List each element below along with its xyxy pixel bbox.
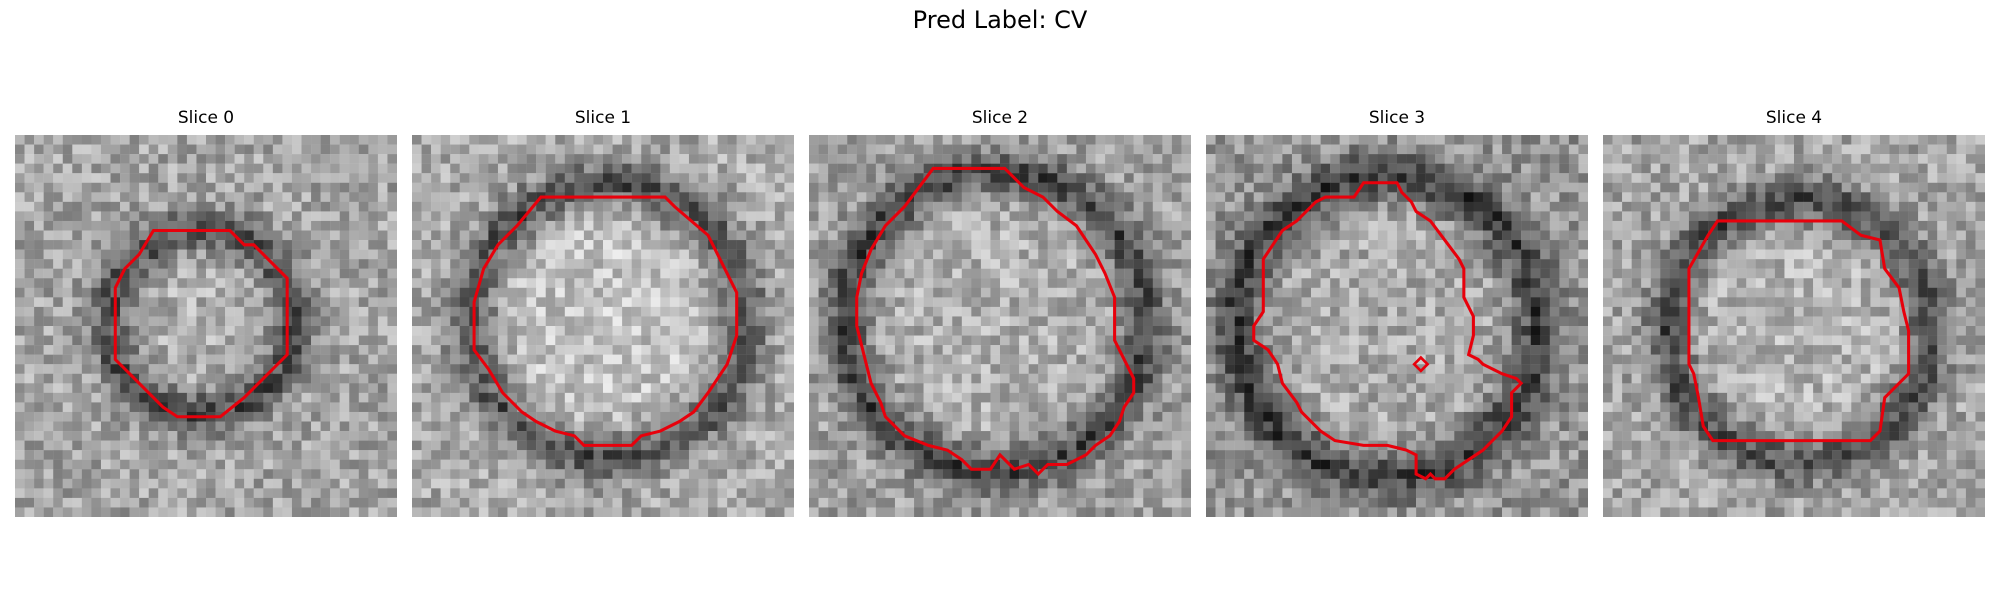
slice-image: [1603, 135, 1985, 517]
slice-image: [1206, 135, 1588, 517]
slice-title: Slice 0: [177, 108, 235, 128]
slice-title: Slice 1: [574, 108, 632, 128]
figure-title: Pred Label: CV: [912, 6, 1088, 34]
slice-image: [809, 135, 1191, 517]
slice-title: Slice 2: [971, 108, 1029, 128]
slice-image: [412, 135, 794, 517]
slice-title: Slice 4: [1765, 108, 1823, 128]
slice-title: Slice 3: [1368, 108, 1426, 128]
slice-image: [15, 135, 397, 517]
